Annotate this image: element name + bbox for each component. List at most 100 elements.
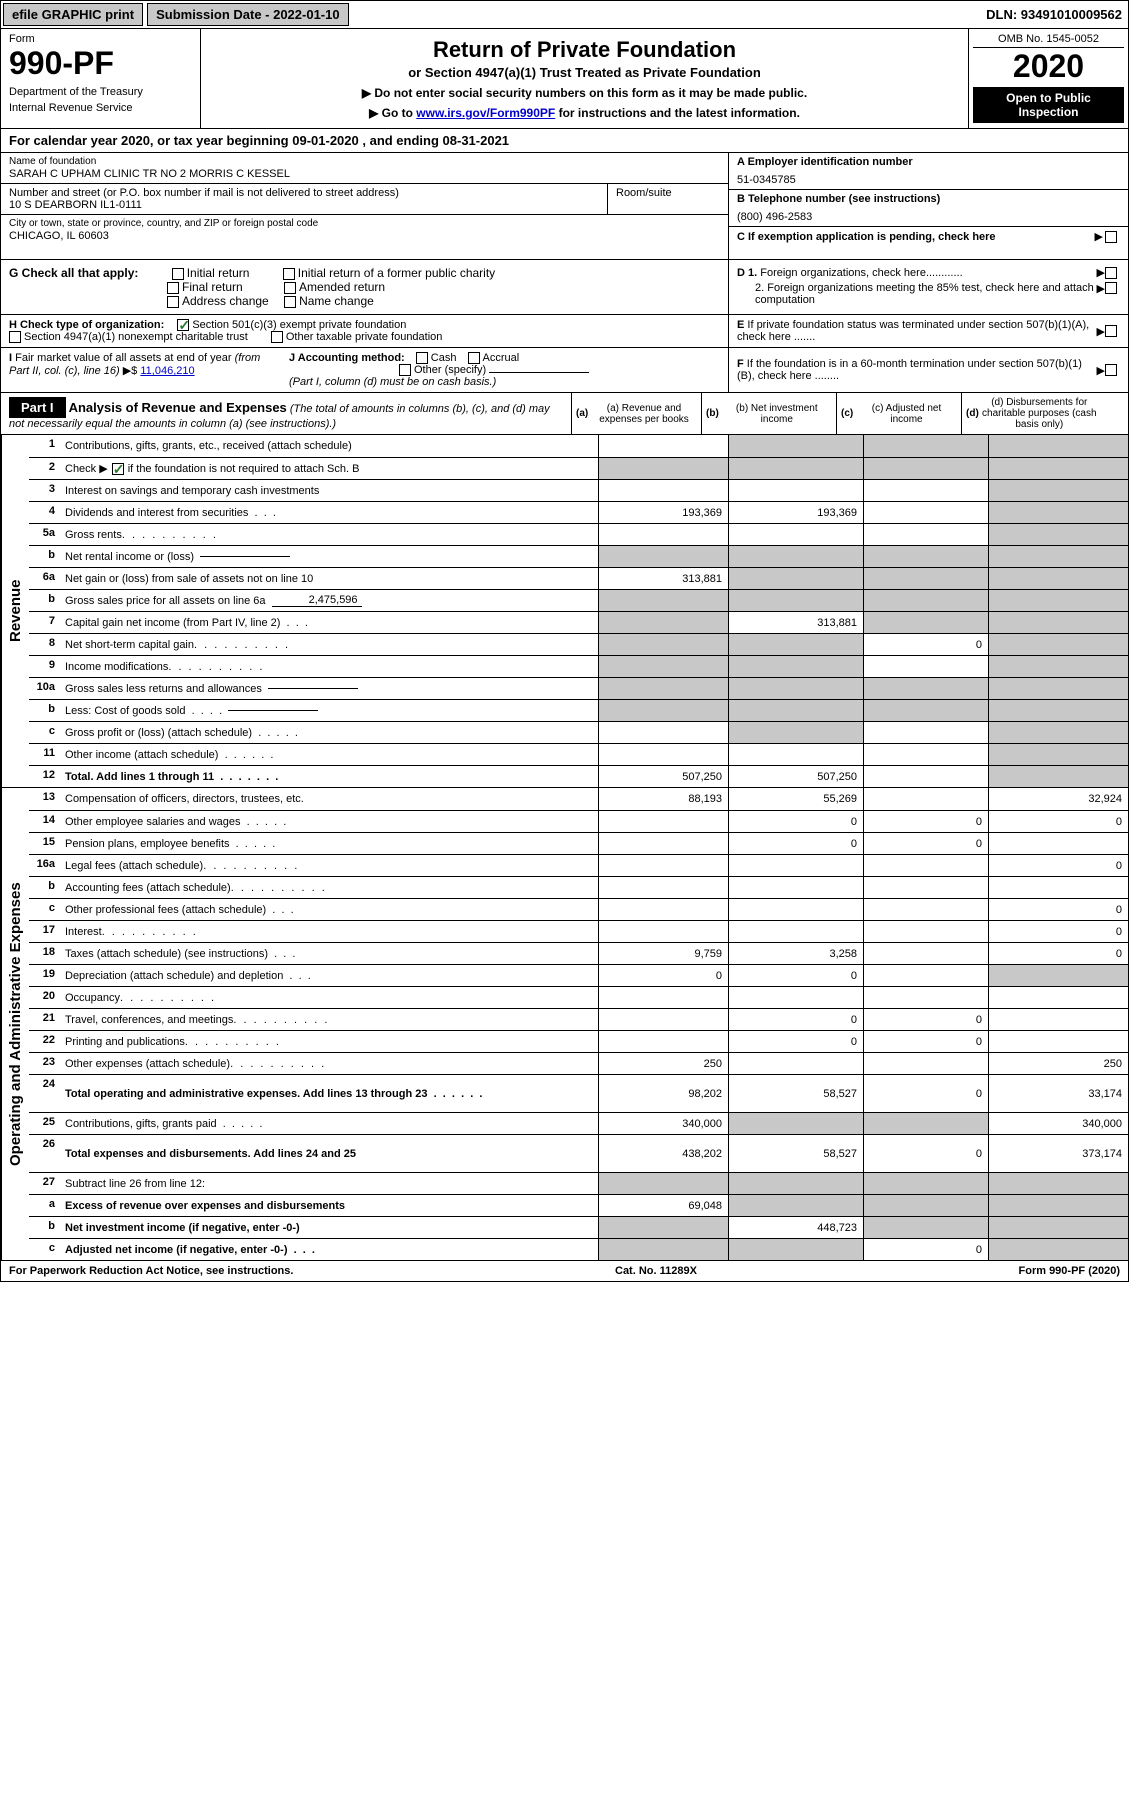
line-18: 18 Taxes (attach schedule) (see instruct…: [29, 942, 1128, 964]
line-num: 18: [29, 943, 61, 964]
l2-checkbox[interactable]: [112, 463, 124, 475]
amt-c: [863, 722, 988, 743]
line-25: 25 Contributions, gifts, grants paid . .…: [29, 1112, 1128, 1134]
amt-d: 340,000: [988, 1113, 1128, 1134]
city-value: CHICAGO, IL 60603: [9, 230, 720, 242]
g-opt-0: Initial return: [187, 266, 250, 280]
d2-checkbox[interactable]: [1105, 282, 1117, 294]
g-amended-cb[interactable]: [284, 282, 296, 294]
line-27: 27 Subtract line 26 from line 12:: [29, 1172, 1128, 1194]
amt-d: [988, 546, 1128, 567]
line-num: 26: [29, 1135, 61, 1172]
line-22: 22 Printing and publications 0 0: [29, 1030, 1128, 1052]
h-4947-cb[interactable]: [9, 331, 21, 343]
amt-a: [598, 700, 728, 721]
line-desc: Income modifications: [61, 656, 598, 677]
f-checkbox[interactable]: [1105, 364, 1117, 376]
f-label: F If the foundation is in a 60-month ter…: [737, 358, 1097, 382]
line-26: 26 Total expenses and disbursements. Add…: [29, 1134, 1128, 1172]
col-a-header: (a) (a) Revenue and expenses per books: [571, 393, 701, 434]
j-other-cb[interactable]: [399, 364, 411, 376]
amt-c: 0: [863, 1031, 988, 1052]
line-desc: Pension plans, employee benefits . . . .…: [61, 833, 598, 854]
submission-date: Submission Date - 2022-01-10: [147, 3, 349, 26]
line-desc: Contributions, gifts, grants paid . . . …: [61, 1113, 598, 1134]
j-cash-cb[interactable]: [416, 352, 428, 364]
amt-c: [863, 568, 988, 589]
line-desc: Contributions, gifts, grants, etc., rece…: [61, 435, 598, 457]
h-other-cb[interactable]: [271, 331, 283, 343]
c-checkbox[interactable]: [1105, 231, 1117, 243]
line-num: 11: [29, 744, 61, 765]
addr-cell: Number and street (or P.O. box number if…: [1, 184, 608, 214]
amt-d: 33,174: [988, 1075, 1128, 1112]
g-initial-cb[interactable]: [172, 268, 184, 280]
amt-b: [728, 458, 863, 479]
amt-c: 0: [863, 811, 988, 832]
amt-a: [598, 921, 728, 942]
amt-a: 507,250: [598, 766, 728, 787]
amt-a: 250: [598, 1053, 728, 1074]
amt-c: [863, 590, 988, 611]
footer-mid: Cat. No. 11289X: [293, 1265, 1018, 1277]
line-2: 2 Check ▶ if the foundation is not requi…: [29, 457, 1128, 479]
line-num: 4: [29, 502, 61, 523]
g-block: G Check all that apply: Initial return I…: [1, 260, 728, 314]
col-d-header: (d) (d) Disbursements for charitable pur…: [961, 393, 1101, 434]
h-label: H Check type of organization:: [9, 319, 164, 331]
amt-d: [988, 833, 1128, 854]
line-desc: Compensation of officers, directors, tru…: [61, 788, 598, 810]
line-desc: Gross sales less returns and allowances: [61, 678, 598, 699]
amt-a: 98,202: [598, 1075, 728, 1112]
amt-b: 0: [728, 833, 863, 854]
amt-b: [728, 877, 863, 898]
line-desc: Accounting fees (attach schedule): [61, 877, 598, 898]
amt-a: 9,759: [598, 943, 728, 964]
amt-b: 55,269: [728, 788, 863, 810]
line-16b: b Accounting fees (attach schedule): [29, 876, 1128, 898]
line-15: 15 Pension plans, employee benefits . . …: [29, 832, 1128, 854]
amt-c: [863, 1217, 988, 1238]
j-accrual-cb[interactable]: [468, 352, 480, 364]
line-desc: Printing and publications: [61, 1031, 598, 1052]
line-4: 4 Dividends and interest from securities…: [29, 501, 1128, 523]
g-addr-cb[interactable]: [167, 296, 179, 308]
e-checkbox[interactable]: [1105, 325, 1117, 337]
line-num: 6a: [29, 568, 61, 589]
d1-checkbox[interactable]: [1105, 267, 1117, 279]
line-19: 19 Depreciation (attach schedule) and de…: [29, 964, 1128, 986]
amt-c: [863, 744, 988, 765]
g-final-cb[interactable]: [167, 282, 179, 294]
amt-d: 0: [988, 811, 1128, 832]
line-desc: Capital gain net income (from Part IV, l…: [61, 612, 598, 633]
line-9: 9 Income modifications: [29, 655, 1128, 677]
line-1: 1 Contributions, gifts, grants, etc., re…: [29, 435, 1128, 457]
i-value[interactable]: 11,046,210: [140, 365, 194, 377]
amt-a: [598, 987, 728, 1008]
amt-b: [728, 590, 863, 611]
g-former-cb[interactable]: [283, 268, 295, 280]
line-num: b: [29, 700, 61, 721]
expenses-rows: 13 Compensation of officers, directors, …: [29, 788, 1128, 1260]
amt-c: [863, 943, 988, 964]
col-a-text: (a) Revenue and expenses per books: [591, 403, 697, 425]
line-20: 20 Occupancy: [29, 986, 1128, 1008]
line-desc: Subtract line 26 from line 12:: [61, 1173, 598, 1194]
ein-cell: A Employer identification number 51-0345…: [729, 153, 1128, 190]
amt-c: [863, 855, 988, 876]
h-501c3-cb[interactable]: [177, 319, 189, 331]
line-desc: Gross profit or (loss) (attach schedule)…: [61, 722, 598, 743]
c-cell: C If exemption application is pending, c…: [729, 227, 1128, 246]
line-desc: Other income (attach schedule) . . . . .…: [61, 744, 598, 765]
amt-d: [988, 766, 1128, 787]
phone-value: (800) 496-2583: [737, 211, 1120, 223]
line-desc: Depreciation (attach schedule) and deple…: [61, 965, 598, 986]
line-27c: c Adjusted net income (if negative, ente…: [29, 1238, 1128, 1260]
g-name-cb[interactable]: [284, 296, 296, 308]
d2-label: 2. Foreign organizations meeting the 85%…: [737, 282, 1097, 306]
amt-a: [598, 612, 728, 633]
line-21: 21 Travel, conferences, and meetings 0 0: [29, 1008, 1128, 1030]
e-block: E If private foundation status was termi…: [728, 315, 1128, 347]
amt-a: [598, 458, 728, 479]
irs-link[interactable]: www.irs.gov/Form990PF: [416, 106, 555, 120]
